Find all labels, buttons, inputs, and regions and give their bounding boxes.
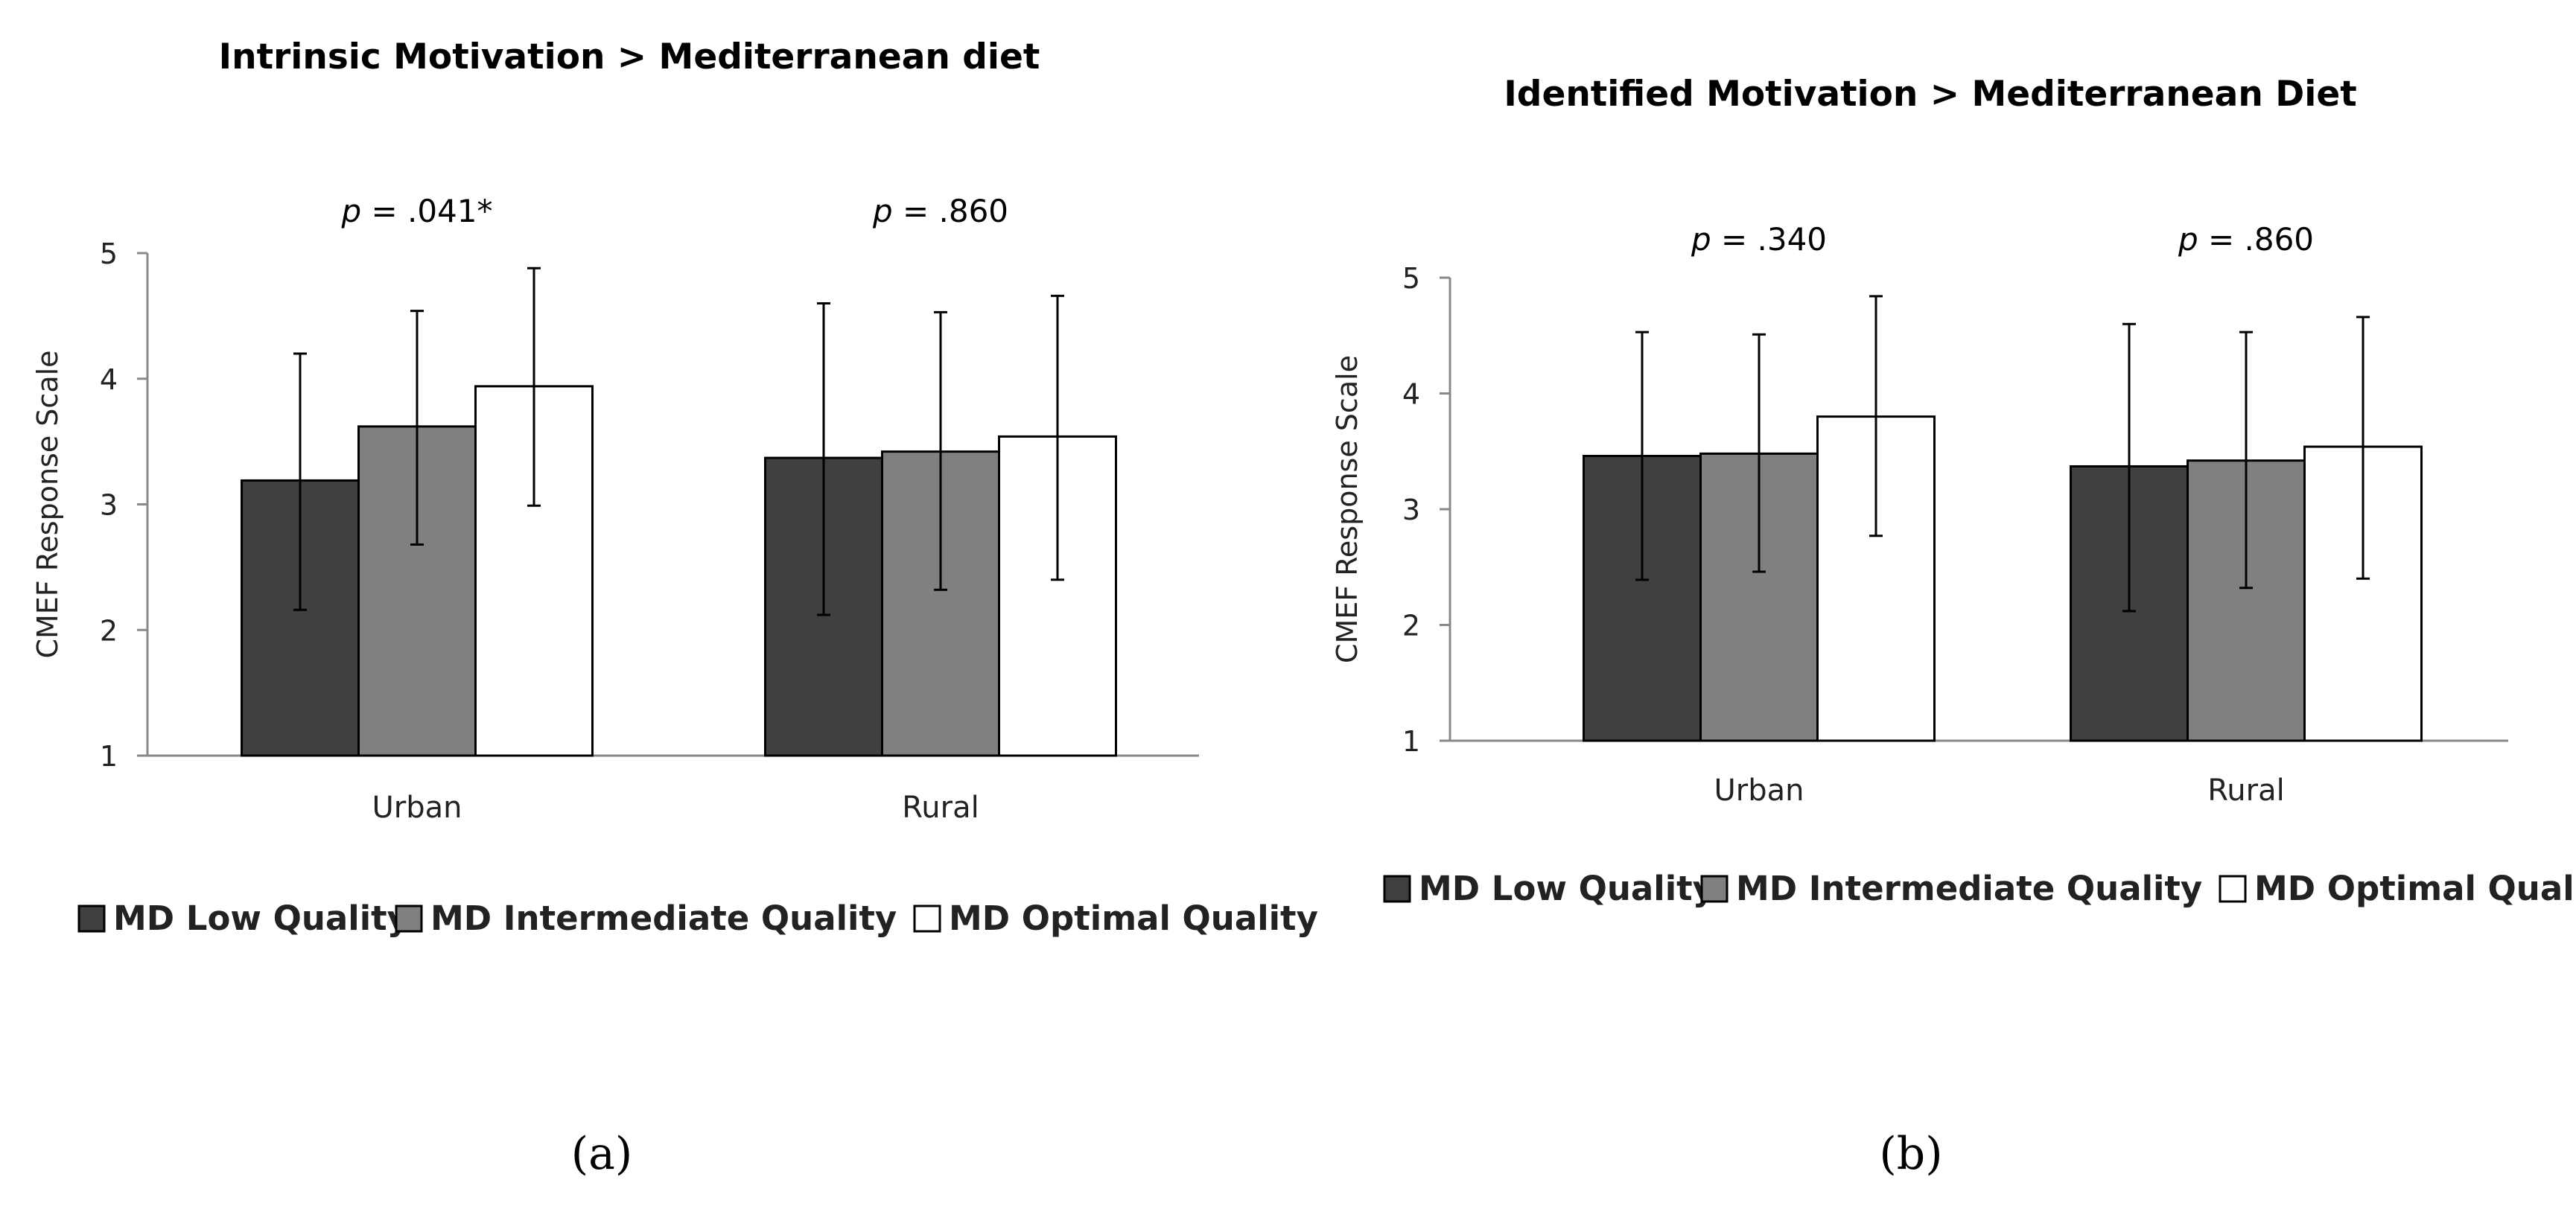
x-tick-label-rural: Rural [2207, 773, 2284, 808]
p-value-symbol: p [872, 193, 893, 229]
legend-label: MD Intermediate Quality [430, 899, 897, 938]
y-axis-label: CMEF Response Scale [31, 350, 64, 658]
p-value-annotation: p = .860 [872, 193, 1008, 229]
x-tick-label-urban: Urban [372, 791, 462, 825]
chart-title: Identified Motivation > Mediterranean Di… [1504, 74, 2356, 115]
p-value-text: = .860 [2198, 221, 2314, 258]
p-value-annotation: p = .340 [1691, 221, 1827, 258]
y-tick-label: 2 [1402, 610, 1420, 642]
legend-label: MD Low Quality [1419, 869, 1714, 908]
p-value-annotation: p = .041* [340, 193, 492, 229]
legend: MD Low Quality MD Intermediate Quality MD … [77, 899, 1318, 938]
y-tick-label: 5 [100, 237, 118, 270]
p-value-symbol: p [340, 193, 361, 229]
legend: MD Low Quality MD Intermediate Quality MD … [1383, 869, 2576, 908]
legend-label: MD Optimal Quality [949, 899, 1318, 938]
y-tick-label: 4 [1402, 378, 1420, 411]
y-tick-label: 5 [1402, 262, 1420, 295]
y-tick-label: 1 [1402, 725, 1420, 758]
legend-swatch [1700, 875, 1729, 903]
y-tick-label: 3 [100, 489, 118, 522]
chart-panel-a: Intrinsic Motivation > Mediterranean die… [31, 36, 1318, 1180]
panel-label: (a) [571, 1128, 633, 1180]
legend-label: MD Optimal Quality [2254, 869, 2576, 908]
p-value-text: = .340 [1711, 221, 1827, 258]
panel-label: (b) [1879, 1128, 1942, 1180]
chart-panel-b: Identified Motivation > Mediterranean Di… [1331, 74, 2576, 1180]
p-value-text: = .041* [361, 193, 492, 229]
legend-swatch [2219, 875, 2247, 903]
legend-swatch [77, 904, 106, 933]
p-value-symbol: p [1691, 221, 1711, 258]
y-tick-label: 3 [1402, 494, 1420, 526]
legend-swatch [913, 904, 941, 933]
chart-title: Intrinsic Motivation > Mediterranean die… [219, 36, 1040, 77]
x-tick-label-urban: Urban [1714, 773, 1804, 808]
y-tick-label: 4 [100, 363, 118, 396]
y-tick-label: 2 [100, 614, 118, 647]
p-value-symbol: p [2178, 221, 2198, 258]
y-axis-label: CMEF Response Scale [1331, 355, 1364, 663]
x-tick-label-rural: Rural [902, 791, 979, 825]
p-value-text: = .860 [893, 193, 1008, 229]
y-tick-label: 1 [100, 740, 118, 773]
legend-swatch [395, 904, 423, 933]
legend-swatch [1383, 875, 1411, 903]
p-value-annotation: p = .860 [2178, 221, 2314, 258]
legend-label: MD Low Quality [113, 899, 409, 938]
legend-label: MD Intermediate Quality [1736, 869, 2202, 908]
